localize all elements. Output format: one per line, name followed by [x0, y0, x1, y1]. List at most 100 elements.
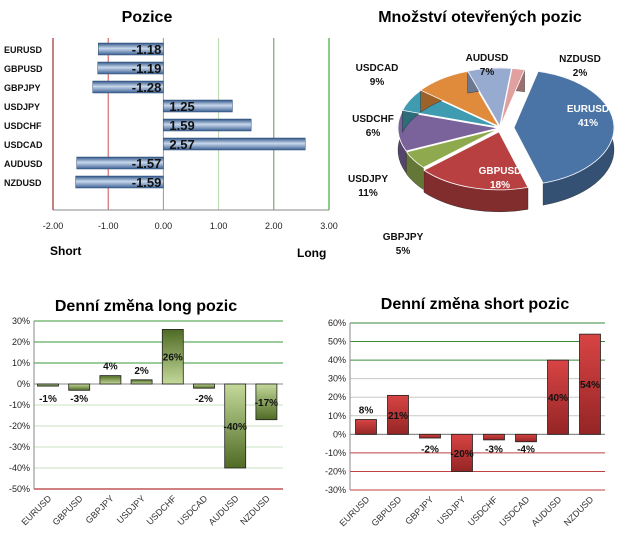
y-tick-label: -50% — [9, 484, 30, 494]
category-label: EURUSD — [337, 494, 371, 528]
category-label: USDJPY — [435, 494, 467, 526]
value-label: -2% — [195, 394, 213, 405]
value-label: 54% — [580, 380, 600, 391]
y-tick-label: 20% — [12, 337, 30, 347]
bar — [37, 383, 59, 387]
x-tick-label: 1.00 — [210, 221, 228, 231]
y-tick-label: 60% — [328, 318, 346, 328]
category-label: NZDUSD — [562, 494, 596, 528]
value-label: 1.59 — [169, 118, 194, 133]
value-label: -17% — [255, 398, 278, 409]
value-label: -1.57 — [132, 156, 162, 171]
y-tick-label: -10% — [9, 400, 30, 410]
value-label: 26% — [163, 353, 183, 364]
bar — [193, 383, 215, 389]
value-label: 8% — [359, 405, 374, 416]
slice-label: USDCHF — [352, 114, 394, 125]
slice-percent: 41% — [578, 118, 598, 129]
slice-label: GBPJPY — [383, 232, 424, 243]
slice-percent: 2% — [573, 68, 588, 79]
value-label: -1.19 — [132, 61, 162, 76]
category-label: USDCAD — [4, 140, 43, 150]
y-tick-label: 0% — [333, 429, 346, 439]
pie-title: Množství otevřených pozic — [378, 9, 582, 26]
category-label: GBPUSD — [4, 64, 43, 74]
value-label: -40% — [224, 422, 247, 433]
y-tick-label: 10% — [328, 411, 346, 421]
bar — [387, 394, 409, 435]
category-label: USDCHF — [145, 493, 179, 527]
bar — [163, 99, 233, 113]
short-label: Short — [50, 244, 81, 258]
category-label: GBPJPY — [403, 494, 435, 526]
value-label: -1% — [39, 394, 57, 405]
y-tick-label: -20% — [9, 421, 30, 431]
value-label: -1.28 — [132, 80, 162, 95]
bar — [99, 375, 122, 385]
category-label: EURUSD — [19, 493, 53, 527]
bar — [98, 42, 164, 56]
slice-label: USDJPY — [348, 174, 388, 185]
category-label: USDCHF — [466, 494, 500, 528]
bar — [451, 433, 473, 472]
value-label: 2.57 — [169, 137, 194, 152]
bar — [483, 433, 505, 441]
category-label: EURUSD — [4, 45, 43, 55]
category-label: USDJPY — [4, 102, 40, 112]
value-label: 40% — [548, 393, 568, 404]
category-label: USDCHF — [4, 121, 42, 131]
bar — [75, 175, 164, 189]
y-tick-label: -30% — [9, 442, 30, 452]
bar — [97, 61, 164, 75]
category-label: GBPJPY — [84, 493, 116, 525]
bar — [515, 433, 537, 443]
y-tick-label: -10% — [325, 448, 346, 458]
y-tick-label: -30% — [325, 485, 346, 495]
category-label: NZDUSD — [4, 178, 42, 188]
bar — [163, 118, 252, 132]
x-tick-label: 3.00 — [320, 221, 338, 231]
category-label: NZDUSD — [238, 493, 272, 527]
category-label: AUDUSD — [529, 494, 563, 528]
pie-slice — [423, 131, 529, 191]
category-label: GBPUSD — [51, 493, 85, 527]
pie-slice — [405, 128, 499, 168]
long-change-title: Denní změna long pozic — [55, 298, 237, 315]
x-tick-label: 2.00 — [265, 221, 283, 231]
slice-percent: 18% — [490, 180, 510, 191]
y-tick-label: 30% — [328, 374, 346, 384]
bar — [76, 156, 164, 170]
x-tick-label: -1.00 — [98, 221, 119, 231]
value-label: 4% — [103, 362, 118, 373]
x-tick-label: -2.00 — [43, 221, 64, 231]
bar — [161, 328, 184, 385]
slice-percent: 9% — [370, 77, 385, 88]
category-label: GBPUSD — [369, 494, 403, 528]
bar — [255, 383, 278, 421]
y-tick-label: 0% — [17, 379, 30, 389]
y-tick-label: 20% — [328, 392, 346, 402]
bar — [579, 333, 601, 435]
bar — [547, 359, 569, 435]
pie-slice — [419, 70, 500, 128]
bar — [92, 80, 164, 94]
slice-label: USDCAD — [356, 63, 399, 74]
pie-slice — [513, 70, 615, 184]
value-label: -1.59 — [132, 175, 162, 190]
value-label: -4% — [517, 444, 535, 455]
category-label: GBPJPY — [4, 83, 41, 93]
bar — [355, 419, 377, 435]
y-tick-label: -20% — [325, 466, 346, 476]
value-label: -1.18 — [132, 42, 162, 57]
bar — [130, 379, 153, 385]
value-label: -3% — [70, 394, 88, 405]
slice-percent: 11% — [358, 188, 378, 199]
value-label: -20% — [450, 449, 473, 460]
pie-slice — [397, 110, 499, 152]
value-label: 21% — [388, 411, 408, 422]
pozice-title: Pozice — [122, 9, 173, 26]
slice-percent: 5% — [396, 246, 411, 257]
slice-percent: 6% — [366, 128, 381, 139]
y-tick-label: 30% — [12, 316, 30, 326]
